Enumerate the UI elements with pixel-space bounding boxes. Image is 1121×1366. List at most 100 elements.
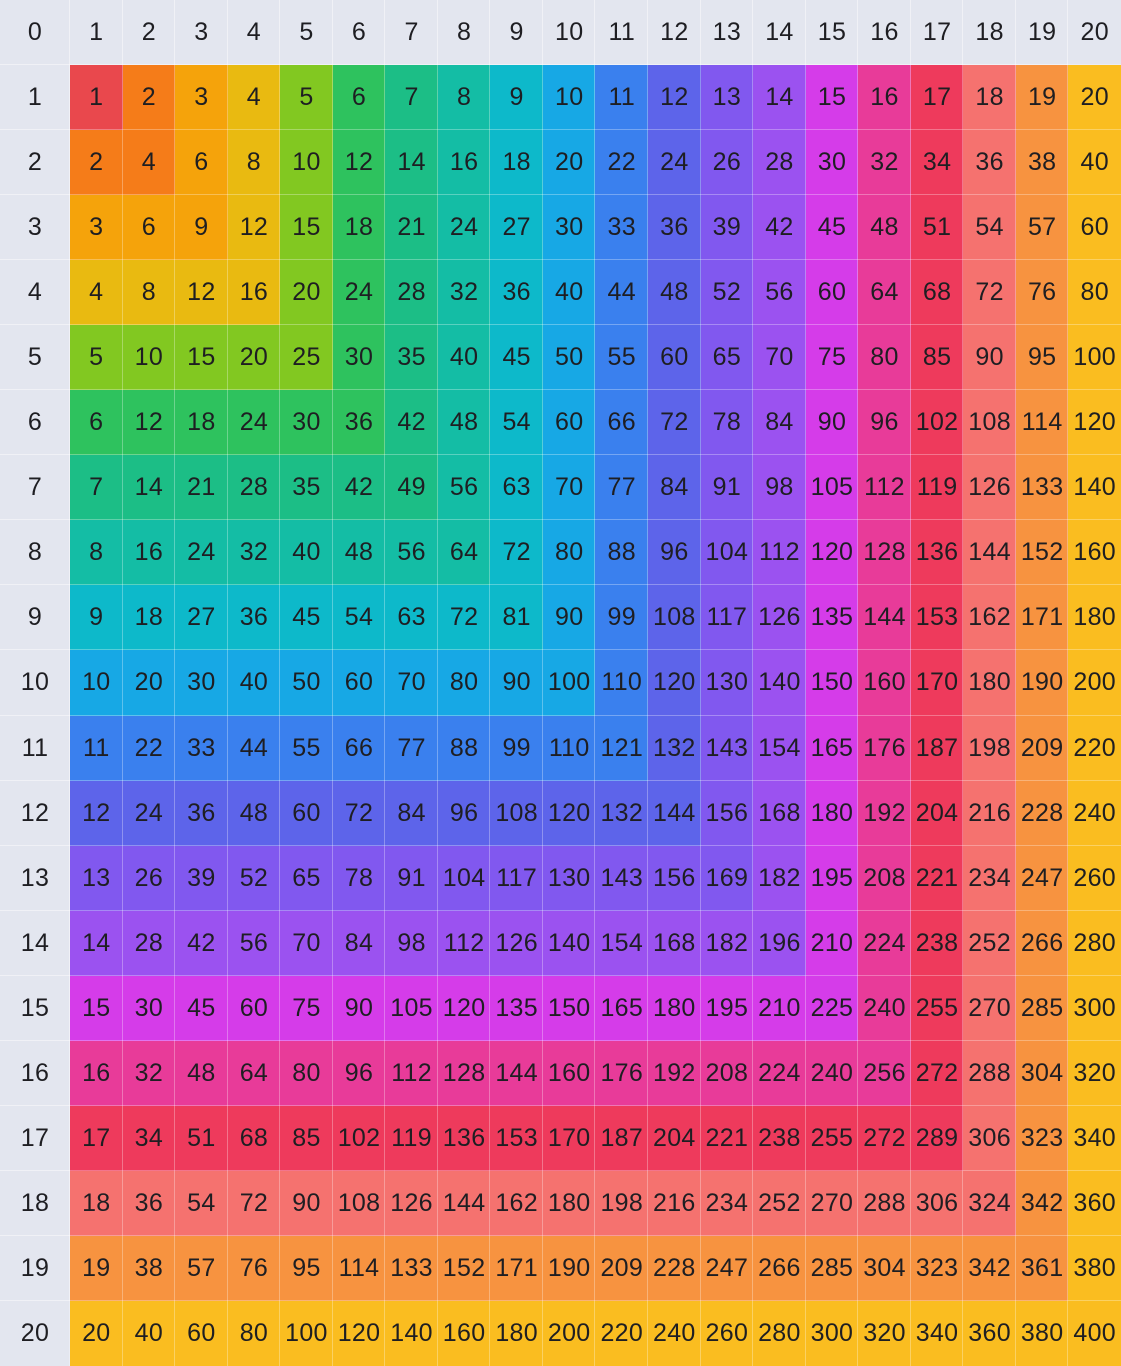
- cell-14x7: 98: [385, 910, 438, 976]
- cell-7x15: 105: [805, 455, 859, 521]
- cell-20x7: 140: [385, 1300, 438, 1366]
- cell-10x18: 180: [963, 650, 1016, 716]
- cell-7x8: 56: [437, 455, 491, 521]
- cell-3x15: 45: [805, 195, 859, 261]
- cell-6x9: 54: [490, 390, 543, 456]
- cell-15x20: 300: [1068, 975, 1121, 1041]
- cell-17x5: 85: [280, 1105, 333, 1171]
- cell-3x14: 42: [753, 195, 806, 261]
- cell-3x4: 12: [227, 195, 281, 261]
- cell-16x20: 320: [1068, 1040, 1121, 1106]
- cell-20x9: 180: [490, 1300, 543, 1366]
- cell-7x5: 35: [280, 455, 333, 521]
- cell-14x10: 140: [542, 910, 596, 976]
- cell-18x8: 144: [437, 1170, 491, 1236]
- cell-16x1: 16: [70, 1040, 123, 1106]
- cell-9x15: 135: [805, 585, 859, 651]
- cell-13x14: 182: [753, 845, 806, 911]
- cell-3x18: 54: [963, 195, 1016, 261]
- cell-17x10: 170: [542, 1105, 596, 1171]
- cell-1x17: 17: [910, 65, 964, 131]
- cell-9x17: 153: [910, 585, 964, 651]
- cell-14x19: 266: [1015, 910, 1069, 976]
- cell-8x6: 48: [332, 520, 386, 586]
- cell-16x18: 288: [963, 1040, 1016, 1106]
- cell-5x5: 25: [280, 325, 333, 391]
- row-header-18: 18: [0, 1171, 70, 1236]
- cell-18x17: 306: [910, 1170, 964, 1236]
- col-header-20: 20: [1068, 0, 1121, 65]
- col-header-16: 16: [858, 0, 911, 65]
- cell-5x12: 60: [648, 325, 701, 391]
- cell-20x18: 360: [963, 1300, 1016, 1366]
- cell-18x18: 324: [963, 1170, 1016, 1236]
- row-header-2: 2: [0, 130, 70, 195]
- cell-20x15: 300: [805, 1300, 859, 1366]
- row-header-17: 17: [0, 1106, 70, 1171]
- row-header-3: 3: [0, 195, 70, 260]
- cell-3x9: 27: [490, 195, 543, 261]
- cell-5x18: 90: [963, 325, 1016, 391]
- cell-6x8: 48: [437, 390, 491, 456]
- col-header-11: 11: [595, 0, 648, 65]
- cell-14x14: 196: [753, 910, 806, 976]
- cell-2x16: 32: [858, 130, 911, 196]
- cell-17x18: 306: [963, 1105, 1016, 1171]
- cell-17x2: 34: [122, 1105, 176, 1171]
- cell-7x13: 91: [700, 455, 754, 521]
- cell-15x17: 255: [910, 975, 964, 1041]
- cell-18x12: 216: [648, 1170, 701, 1236]
- cell-13x13: 169: [700, 845, 754, 911]
- cell-12x17: 204: [910, 780, 964, 846]
- cell-14x18: 252: [963, 910, 1016, 976]
- cell-19x5: 95: [280, 1235, 333, 1301]
- cell-20x17: 340: [910, 1300, 964, 1366]
- cell-8x14: 112: [753, 520, 806, 586]
- cell-14x11: 154: [595, 910, 649, 976]
- cell-20x11: 220: [595, 1300, 649, 1366]
- cell-4x15: 60: [805, 260, 859, 326]
- cell-16x16: 256: [858, 1040, 911, 1106]
- cell-13x2: 26: [122, 845, 176, 911]
- cell-17x1: 17: [70, 1105, 123, 1171]
- cell-7x14: 98: [753, 455, 806, 521]
- cell-1x19: 19: [1015, 65, 1069, 131]
- row-header-11: 11: [0, 716, 70, 781]
- cell-15x6: 90: [332, 975, 386, 1041]
- cell-14x6: 84: [332, 910, 386, 976]
- cell-16x11: 176: [595, 1040, 649, 1106]
- cell-15x7: 105: [385, 975, 438, 1041]
- row-header-16: 16: [0, 1041, 70, 1106]
- cell-20x2: 40: [122, 1300, 176, 1366]
- cell-14x3: 42: [175, 910, 228, 976]
- cell-17x16: 272: [858, 1105, 911, 1171]
- cell-5x15: 75: [805, 325, 859, 391]
- cell-4x17: 68: [910, 260, 964, 326]
- cell-5x9: 45: [490, 325, 543, 391]
- cell-17x9: 153: [490, 1105, 543, 1171]
- cell-20x4: 80: [227, 1300, 281, 1366]
- cell-15x10: 150: [542, 975, 596, 1041]
- cell-18x3: 54: [175, 1170, 228, 1236]
- cell-19x13: 247: [700, 1235, 754, 1301]
- col-header-17: 17: [911, 0, 964, 65]
- cell-12x8: 96: [437, 780, 491, 846]
- cell-16x17: 272: [910, 1040, 964, 1106]
- cell-1x2: 2: [122, 65, 176, 131]
- cell-10x1: 10: [70, 650, 123, 716]
- cell-15x8: 120: [437, 975, 491, 1041]
- cell-7x4: 28: [227, 455, 281, 521]
- cell-3x19: 57: [1015, 195, 1069, 261]
- cell-5x17: 85: [910, 325, 964, 391]
- cell-6x18: 108: [963, 390, 1016, 456]
- cell-16x7: 112: [385, 1040, 438, 1106]
- row-header-19: 19: [0, 1236, 70, 1301]
- cell-2x12: 24: [648, 130, 701, 196]
- col-header-15: 15: [806, 0, 859, 65]
- cell-16x15: 240: [805, 1040, 859, 1106]
- cell-6x5: 30: [280, 390, 333, 456]
- cell-1x5: 5: [280, 65, 333, 131]
- cell-4x4: 16: [227, 260, 281, 326]
- cell-3x16: 48: [858, 195, 911, 261]
- cell-20x3: 60: [175, 1300, 228, 1366]
